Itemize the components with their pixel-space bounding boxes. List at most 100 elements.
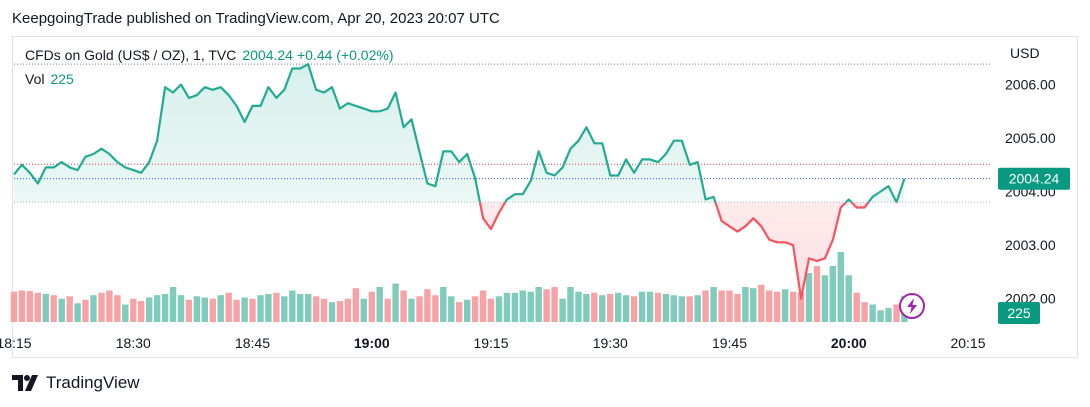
volume-bar	[90, 295, 97, 322]
volume-bar	[400, 290, 407, 322]
volume-bar	[193, 296, 201, 322]
volume-bar	[146, 297, 153, 322]
volume-bar	[320, 298, 328, 322]
volume-bar	[813, 266, 821, 322]
volume-bar	[686, 296, 693, 322]
volume-bar	[360, 298, 367, 322]
time-tick-label: 20:00	[831, 335, 867, 351]
price-line	[13, 63, 906, 300]
volume-bar	[10, 291, 18, 322]
volume-bar	[511, 292, 519, 322]
volume-bar	[559, 298, 566, 322]
volume-bar	[797, 292, 805, 322]
symbol-name[interactable]: CFDs on Gold (US$ / OZ), 1, TVC	[25, 47, 237, 63]
volume-bar	[734, 294, 741, 322]
legend-change: +0.44 (+0.02%)	[296, 47, 394, 63]
time-axis[interactable]: 18:15 18:30 18:45 19:00 19:15 19:30 19:45 20:00…	[0, 335, 986, 351]
volume-bar	[408, 298, 415, 322]
volume-bar	[161, 294, 169, 322]
last-volume-label: 225	[1007, 305, 1031, 321]
footer-brand[interactable]: TradingView	[12, 373, 140, 393]
volume-bar	[591, 292, 598, 322]
volume-value: 225	[50, 71, 74, 87]
volume-bar	[774, 291, 781, 322]
legend-volume-row: Vol 225	[25, 71, 74, 87]
volume-bar	[384, 298, 391, 322]
time-tick-label: 19:00	[354, 335, 390, 351]
currency-label[interactable]: USD	[1010, 45, 1040, 61]
volume-bar	[607, 294, 614, 322]
volume-bar	[869, 304, 876, 322]
volume-bar	[185, 299, 193, 322]
volume-bar	[106, 290, 113, 322]
legend-price: 2004.24	[242, 47, 293, 63]
time-tick-label: 18:45	[235, 335, 270, 351]
volume-bar	[479, 290, 487, 322]
volume-bar	[130, 298, 137, 322]
volume-bar	[440, 287, 447, 322]
volume-bar	[638, 291, 646, 322]
volume-bars	[10, 252, 908, 323]
volume-bar	[376, 287, 383, 322]
volume-label[interactable]: Vol	[25, 71, 45, 87]
volume-bar	[352, 288, 360, 322]
volume-bar	[710, 287, 717, 322]
volume-bar	[18, 290, 26, 322]
volume-bar	[249, 298, 256, 322]
volume-bar	[464, 299, 471, 322]
volume-bar	[503, 292, 511, 322]
volume-bar	[750, 288, 757, 322]
volume-bar	[58, 298, 65, 322]
volume-bar	[766, 290, 773, 322]
volume-bar	[257, 295, 264, 322]
volume-bar	[519, 290, 526, 322]
price-tick-label: 2003.00	[1005, 237, 1056, 253]
volume-bar	[456, 302, 463, 322]
volume-bar	[646, 291, 654, 322]
volume-bar	[789, 291, 797, 322]
volume-bar	[26, 291, 34, 322]
volume-bar	[694, 295, 701, 322]
volume-bar	[599, 295, 606, 322]
volume-bar	[893, 304, 900, 322]
volume-bar	[678, 296, 685, 322]
volume-bar	[289, 290, 296, 322]
volume-bar	[543, 289, 550, 322]
published-by-text: KeepgoingTrade published on TradingView.…	[12, 10, 500, 27]
volume-bar	[885, 308, 892, 322]
volume-bar	[281, 296, 288, 322]
volume-bar	[781, 289, 789, 322]
area-fill-below	[14, 202, 905, 299]
time-tick-label: 19:15	[473, 335, 508, 351]
volume-bar	[225, 292, 232, 322]
volume-bar	[42, 294, 49, 322]
volume-bar	[758, 284, 765, 322]
volume-bar	[392, 283, 399, 322]
volume-bar	[424, 289, 431, 322]
volume-bar	[305, 294, 312, 322]
volume-bar	[821, 275, 829, 322]
volume-bar	[233, 299, 240, 322]
volume-bar	[74, 303, 81, 322]
last-price-badge: 2004.24	[998, 167, 1070, 190]
volume-bar	[487, 298, 495, 322]
volume-bar	[297, 294, 304, 322]
volume-bar	[742, 287, 749, 322]
lightning-icon[interactable]	[899, 293, 925, 319]
volume-bar	[265, 294, 272, 322]
volume-bar	[114, 295, 121, 322]
tradingview-logo-icon	[12, 375, 38, 391]
area-fill-above	[14, 64, 905, 203]
volume-bar	[209, 298, 216, 322]
chart-frame[interactable]	[12, 36, 1078, 358]
volume-bar	[575, 291, 582, 322]
volume-bar	[622, 295, 630, 322]
volume-bar	[718, 290, 725, 322]
volume-bar	[273, 292, 280, 322]
volume-bar	[630, 296, 638, 322]
volume-bar	[336, 301, 344, 322]
volume-bar	[416, 296, 423, 322]
volume-bar	[169, 287, 177, 322]
